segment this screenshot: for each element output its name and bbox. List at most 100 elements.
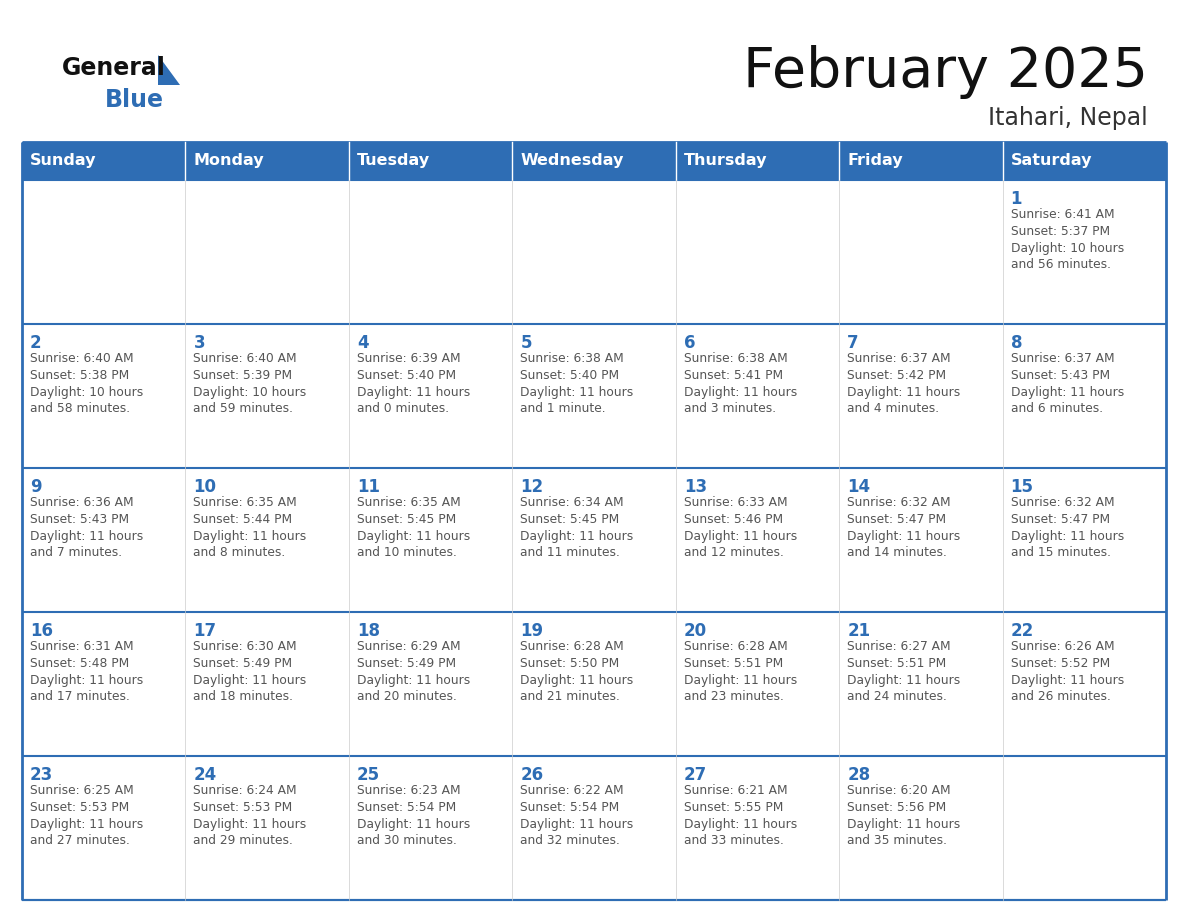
Text: Sunset: 5:54 PM: Sunset: 5:54 PM [356, 801, 456, 814]
Text: 20: 20 [684, 622, 707, 640]
Text: Sunset: 5:39 PM: Sunset: 5:39 PM [194, 369, 292, 382]
Text: 1: 1 [1011, 190, 1022, 208]
Text: Sunset: 5:53 PM: Sunset: 5:53 PM [30, 801, 129, 814]
Text: and 4 minutes.: and 4 minutes. [847, 402, 940, 415]
Text: Daylight: 11 hours: Daylight: 11 hours [30, 674, 144, 687]
Text: and 7 minutes.: and 7 minutes. [30, 546, 122, 559]
Text: 8: 8 [1011, 334, 1022, 352]
Text: 23: 23 [30, 766, 53, 784]
Text: Daylight: 11 hours: Daylight: 11 hours [520, 530, 633, 543]
Text: Sunset: 5:43 PM: Sunset: 5:43 PM [1011, 369, 1110, 382]
Text: 14: 14 [847, 478, 871, 496]
Text: 4: 4 [356, 334, 368, 352]
Text: 16: 16 [30, 622, 53, 640]
Text: Daylight: 11 hours: Daylight: 11 hours [356, 674, 470, 687]
Text: Daylight: 11 hours: Daylight: 11 hours [684, 530, 797, 543]
Text: Daylight: 11 hours: Daylight: 11 hours [684, 818, 797, 831]
Text: Sunrise: 6:37 AM: Sunrise: 6:37 AM [847, 352, 950, 365]
Bar [23, 142, 1165, 180]
Text: Sunset: 5:40 PM: Sunset: 5:40 PM [520, 369, 619, 382]
Text: Sunset: 5:54 PM: Sunset: 5:54 PM [520, 801, 619, 814]
Text: Sunrise: 6:37 AM: Sunrise: 6:37 AM [1011, 352, 1114, 365]
Text: Sunset: 5:43 PM: Sunset: 5:43 PM [30, 513, 129, 526]
Text: Friday: Friday [847, 153, 903, 169]
Text: Sunrise: 6:34 AM: Sunrise: 6:34 AM [520, 496, 624, 509]
Text: 21: 21 [847, 622, 871, 640]
Text: 11: 11 [356, 478, 380, 496]
Text: Sunrise: 6:21 AM: Sunrise: 6:21 AM [684, 784, 788, 797]
Text: Daylight: 11 hours: Daylight: 11 hours [684, 674, 797, 687]
Text: 15: 15 [1011, 478, 1034, 496]
Text: 13: 13 [684, 478, 707, 496]
Text: Sunset: 5:46 PM: Sunset: 5:46 PM [684, 513, 783, 526]
Text: and 8 minutes.: and 8 minutes. [194, 546, 285, 559]
Text: Sunset: 5:53 PM: Sunset: 5:53 PM [194, 801, 292, 814]
Text: Daylight: 10 hours: Daylight: 10 hours [1011, 242, 1124, 255]
Text: Sunset: 5:42 PM: Sunset: 5:42 PM [847, 369, 947, 382]
Text: Sunrise: 6:25 AM: Sunrise: 6:25 AM [30, 784, 134, 797]
Text: Sunset: 5:56 PM: Sunset: 5:56 PM [847, 801, 947, 814]
Text: Sunrise: 6:20 AM: Sunrise: 6:20 AM [847, 784, 950, 797]
Text: 9: 9 [30, 478, 42, 496]
Text: Sunrise: 6:28 AM: Sunrise: 6:28 AM [520, 640, 624, 653]
Text: Daylight: 11 hours: Daylight: 11 hours [194, 818, 307, 831]
Text: Daylight: 11 hours: Daylight: 11 hours [847, 674, 960, 687]
Text: and 11 minutes.: and 11 minutes. [520, 546, 620, 559]
Text: Sunset: 5:50 PM: Sunset: 5:50 PM [520, 657, 619, 670]
Text: and 23 minutes.: and 23 minutes. [684, 690, 784, 703]
Text: and 14 minutes.: and 14 minutes. [847, 546, 947, 559]
Text: 28: 28 [847, 766, 871, 784]
Text: and 56 minutes.: and 56 minutes. [1011, 258, 1111, 271]
Text: Sunset: 5:45 PM: Sunset: 5:45 PM [356, 513, 456, 526]
Text: Daylight: 11 hours: Daylight: 11 hours [1011, 674, 1124, 687]
Text: Sunrise: 6:33 AM: Sunrise: 6:33 AM [684, 496, 788, 509]
Text: and 15 minutes.: and 15 minutes. [1011, 546, 1111, 559]
Text: and 18 minutes.: and 18 minutes. [194, 690, 293, 703]
Text: 25: 25 [356, 766, 380, 784]
Text: Sunrise: 6:35 AM: Sunrise: 6:35 AM [356, 496, 461, 509]
Text: Sunset: 5:41 PM: Sunset: 5:41 PM [684, 369, 783, 382]
Text: Sunset: 5:49 PM: Sunset: 5:49 PM [194, 657, 292, 670]
Text: and 59 minutes.: and 59 minutes. [194, 402, 293, 415]
Text: and 12 minutes.: and 12 minutes. [684, 546, 784, 559]
Text: 18: 18 [356, 622, 380, 640]
Text: Sunset: 5:55 PM: Sunset: 5:55 PM [684, 801, 783, 814]
Text: and 10 minutes.: and 10 minutes. [356, 546, 456, 559]
Text: 17: 17 [194, 622, 216, 640]
Text: Sunrise: 6:41 AM: Sunrise: 6:41 AM [1011, 208, 1114, 221]
Text: Sunset: 5:40 PM: Sunset: 5:40 PM [356, 369, 456, 382]
Text: Sunset: 5:44 PM: Sunset: 5:44 PM [194, 513, 292, 526]
Text: Daylight: 10 hours: Daylight: 10 hours [30, 386, 144, 399]
Text: and 33 minutes.: and 33 minutes. [684, 834, 784, 847]
Text: 12: 12 [520, 478, 543, 496]
Text: Daylight: 11 hours: Daylight: 11 hours [520, 818, 633, 831]
Text: Daylight: 10 hours: Daylight: 10 hours [194, 386, 307, 399]
Text: and 17 minutes.: and 17 minutes. [30, 690, 129, 703]
Text: Sunset: 5:48 PM: Sunset: 5:48 PM [30, 657, 129, 670]
Text: and 0 minutes.: and 0 minutes. [356, 402, 449, 415]
Text: Sunrise: 6:38 AM: Sunrise: 6:38 AM [520, 352, 624, 365]
Text: Sunrise: 6:26 AM: Sunrise: 6:26 AM [1011, 640, 1114, 653]
Text: General: General [62, 56, 166, 80]
Text: 6: 6 [684, 334, 695, 352]
Text: 26: 26 [520, 766, 543, 784]
Text: and 24 minutes.: and 24 minutes. [847, 690, 947, 703]
Text: Daylight: 11 hours: Daylight: 11 hours [684, 386, 797, 399]
Text: Sunrise: 6:36 AM: Sunrise: 6:36 AM [30, 496, 133, 509]
Text: Saturday: Saturday [1011, 153, 1092, 169]
Text: Sunrise: 6:40 AM: Sunrise: 6:40 AM [194, 352, 297, 365]
Text: and 35 minutes.: and 35 minutes. [847, 834, 947, 847]
Text: Daylight: 11 hours: Daylight: 11 hours [847, 530, 960, 543]
Text: Daylight: 11 hours: Daylight: 11 hours [30, 818, 144, 831]
Text: Sunset: 5:51 PM: Sunset: 5:51 PM [684, 657, 783, 670]
Text: Sunday: Sunday [30, 153, 96, 169]
Text: Daylight: 11 hours: Daylight: 11 hours [520, 674, 633, 687]
Text: 5: 5 [520, 334, 532, 352]
Text: Sunrise: 6:27 AM: Sunrise: 6:27 AM [847, 640, 950, 653]
Text: Sunrise: 6:32 AM: Sunrise: 6:32 AM [847, 496, 950, 509]
Text: 19: 19 [520, 622, 543, 640]
Text: Sunrise: 6:30 AM: Sunrise: 6:30 AM [194, 640, 297, 653]
Text: Daylight: 11 hours: Daylight: 11 hours [356, 818, 470, 831]
Text: Sunrise: 6:39 AM: Sunrise: 6:39 AM [356, 352, 461, 365]
Text: and 29 minutes.: and 29 minutes. [194, 834, 293, 847]
